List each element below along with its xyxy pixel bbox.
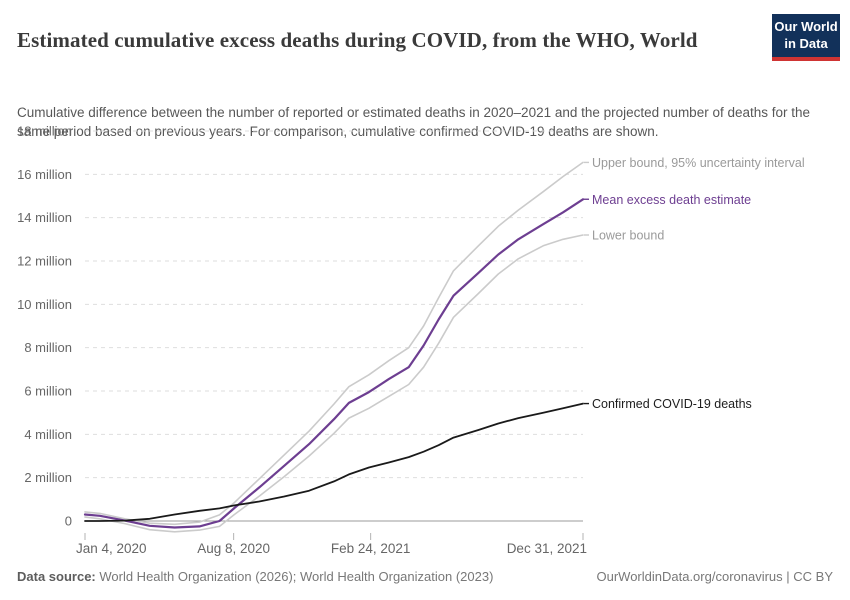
series-line-lower-bound (84, 234, 584, 533)
series-label-confirmed-covid-19-deaths: Confirmed COVID-19 deaths (592, 397, 752, 411)
data-source-label: Data source: (17, 569, 96, 584)
chart-footer: Data source: World Health Organization (… (17, 569, 833, 584)
owid-logo-line1: Our World (774, 19, 838, 34)
series-label-upper-bound-95-uncertainty-interval: Upper bound, 95% uncertainty interval (592, 156, 805, 170)
series-line-upper-bound-95-uncertainty-interval (84, 161, 584, 526)
y-tick-label-6: 6 million (24, 384, 72, 399)
y-tick-label-12: 12 million (17, 254, 72, 269)
data-source-note: Data source: World Health Organization (… (17, 569, 493, 584)
y-tick-label-18: 18 million (17, 124, 72, 139)
y-tick-label-0: 0 (65, 514, 72, 529)
owid-credit-link[interactable]: OurWorldinData.org/coronavirus | CC BY (596, 569, 833, 584)
series-line-confirmed-covid-19-deaths (84, 402, 584, 522)
y-tick-label-8: 8 million (24, 340, 72, 355)
x-tick-label-feb-24-2021: Feb 24, 2021 (331, 541, 411, 556)
owid-logo: Our World in Data (772, 14, 840, 61)
series-line-mean-excess-death-estimate (83, 198, 585, 529)
series-label-mean-excess-death-estimate: Mean excess death estimate (592, 193, 751, 207)
data-source-text: World Health Organization (2026); World … (95, 569, 494, 584)
y-tick-label-2: 2 million (24, 470, 72, 485)
y-tick-label-16: 16 million (17, 167, 72, 182)
x-tick-label-jan-4-2020: Jan 4, 2020 (76, 541, 147, 556)
page-subtitle: Cumulative difference between the number… (17, 104, 811, 139)
page-title: Estimated cumulative excess deaths durin… (17, 28, 698, 53)
y-tick-label-4: 4 million (24, 427, 72, 442)
series-label-lower-bound: Lower bound (592, 229, 664, 243)
x-tick-label-aug-8-2020: Aug 8, 2020 (197, 541, 270, 556)
y-tick-label-14: 14 million (17, 210, 72, 225)
owid-logo-line2: in Data (784, 35, 828, 51)
x-tick-label-dec-31-2021: Dec 31, 2021 (507, 541, 587, 556)
y-tick-label-10: 10 million (17, 297, 72, 312)
